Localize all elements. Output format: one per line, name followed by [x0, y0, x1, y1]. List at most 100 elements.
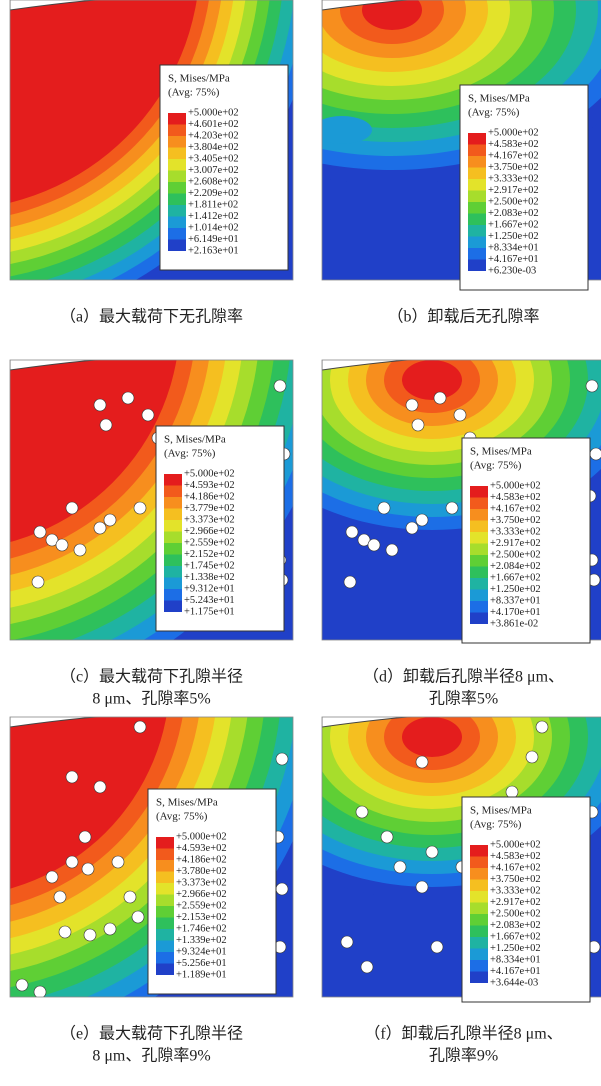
legend-label: +1.667e+02: [490, 931, 541, 942]
caption: （d）卸载后孔隙半径8 μm、: [363, 668, 564, 686]
legend-label: +1.412e+02: [188, 211, 239, 222]
legend-swatch: [468, 202, 486, 214]
legend-label: +3.779e+02: [184, 503, 235, 514]
legend-label: +1.811e+02: [188, 199, 238, 210]
legend-swatch: [470, 949, 488, 961]
legend-swatch: [470, 521, 488, 533]
legend-swatch: [156, 860, 174, 872]
pore: [84, 929, 96, 941]
pore: [112, 856, 124, 868]
pore: [434, 392, 446, 404]
legend-swatch: [164, 486, 182, 498]
legend-label: +3.750e+02: [488, 162, 539, 173]
legend-swatch: [156, 964, 174, 976]
legend-swatch: [468, 248, 486, 260]
legend-label: +3.373e+02: [184, 514, 235, 525]
legend-label: +4.167e+02: [490, 862, 541, 873]
legend-swatch: [470, 555, 488, 567]
pore: [134, 721, 146, 733]
legend-label: +5.000e+02: [488, 127, 539, 138]
pore: [416, 881, 428, 893]
pore: [104, 514, 116, 526]
legend-swatch: [168, 240, 186, 252]
pore: [274, 380, 286, 392]
legend-swatch: [468, 179, 486, 191]
pore: [124, 891, 136, 903]
caption: （c）最大载荷下孔隙半径: [60, 668, 243, 686]
caption: 8 μm、孔隙率5%: [92, 690, 210, 708]
page: {"legend_colors": ["#e41d1d", "#f25a1c",…: [0, 0, 601, 1081]
legend-label: +6.230e-03: [488, 265, 536, 276]
pore: [406, 399, 418, 411]
pore: [356, 806, 368, 818]
pore: [34, 986, 46, 998]
caption: 孔隙率9%: [429, 1047, 498, 1065]
legend-label: +1.667e+02: [490, 572, 541, 583]
legend-label: +2.500e+02: [490, 549, 541, 560]
legend-label: +1.250e+02: [490, 943, 541, 954]
legend-label: +3.750e+02: [490, 515, 541, 526]
pore: [344, 576, 356, 588]
legend-label: +4.593e+02: [176, 843, 227, 854]
pore: [66, 771, 78, 783]
legend: S, Mises/MPa(Avg: 75%)+5.000e+02+4.593e+…: [156, 426, 284, 631]
legend-title: S, Mises/MPa: [164, 434, 226, 446]
legend-swatch: [164, 555, 182, 567]
legend-title: S, Mises/MPa: [470, 805, 532, 817]
pore: [416, 756, 428, 768]
legend-label: +4.167e+02: [490, 503, 541, 514]
pore: [94, 781, 106, 793]
legend-label: +2.966e+02: [184, 526, 235, 537]
pore: [54, 891, 66, 903]
legend-swatch: [470, 613, 488, 625]
legend-label: +5.000e+02: [184, 468, 235, 479]
legend-label: +3.405e+02: [188, 153, 239, 164]
legend: S, Mises/MPa(Avg: 75%)+5.000e+02+4.583e+…: [462, 797, 590, 1002]
legend-label: +4.186e+02: [184, 491, 235, 502]
legend-swatch: [470, 937, 488, 949]
legend-swatch: [468, 260, 486, 272]
legend-title: S, Mises/MPa: [168, 73, 230, 85]
legend-swatch: [164, 578, 182, 590]
pore: [16, 979, 28, 991]
legend-swatch: [470, 532, 488, 544]
legend-title: (Avg: 75%): [468, 107, 520, 119]
legend: S, Mises/MPa(Avg: 75%)+5.000e+02+4.583e+…: [460, 85, 588, 290]
legend-title: S, Mises/MPa: [468, 93, 530, 105]
legend-swatch: [168, 136, 186, 148]
legend-swatch: [468, 145, 486, 157]
pore: [59, 926, 71, 938]
pore: [276, 753, 288, 765]
legend-swatch: [164, 520, 182, 532]
legend-label: +3.750e+02: [490, 874, 541, 885]
legend-label: +8.334e+01: [488, 242, 539, 253]
legend-label: +4.583e+02: [490, 492, 541, 503]
legend-swatch: [168, 125, 186, 137]
pore: [378, 502, 390, 514]
legend-label: +5.243e+01: [184, 595, 235, 606]
legend-title: (Avg: 75%): [470, 460, 522, 472]
legend-label: +1.745e+02: [184, 560, 235, 571]
legend-label: +3.644e-03: [490, 977, 538, 988]
pore: [104, 923, 116, 935]
caption: 8 μm、孔隙率9%: [92, 1047, 210, 1065]
legend-swatch: [468, 214, 486, 226]
legend-label: +3.804e+02: [188, 142, 239, 153]
legend-label: +2.608e+02: [188, 176, 239, 187]
legend-label: +2.917e+02: [490, 538, 541, 549]
legend-swatch: [168, 171, 186, 183]
pore: [66, 502, 78, 514]
contour-band: [402, 717, 462, 757]
legend-swatch: [164, 474, 182, 486]
caption: （f）卸载后孔隙半径8 μm、: [364, 1025, 562, 1043]
pore: [94, 399, 106, 411]
legend-label: +2.500e+02: [490, 908, 541, 919]
legend-swatch: [468, 168, 486, 180]
legend-label: +4.167e+01: [490, 966, 541, 977]
legend-label: +3.861e-02: [490, 618, 538, 629]
legend-label: +5.000e+02: [176, 831, 227, 842]
pore: [416, 514, 428, 526]
pore: [56, 539, 68, 551]
contour-band: [402, 360, 462, 400]
legend-title: (Avg: 75%): [470, 819, 522, 831]
